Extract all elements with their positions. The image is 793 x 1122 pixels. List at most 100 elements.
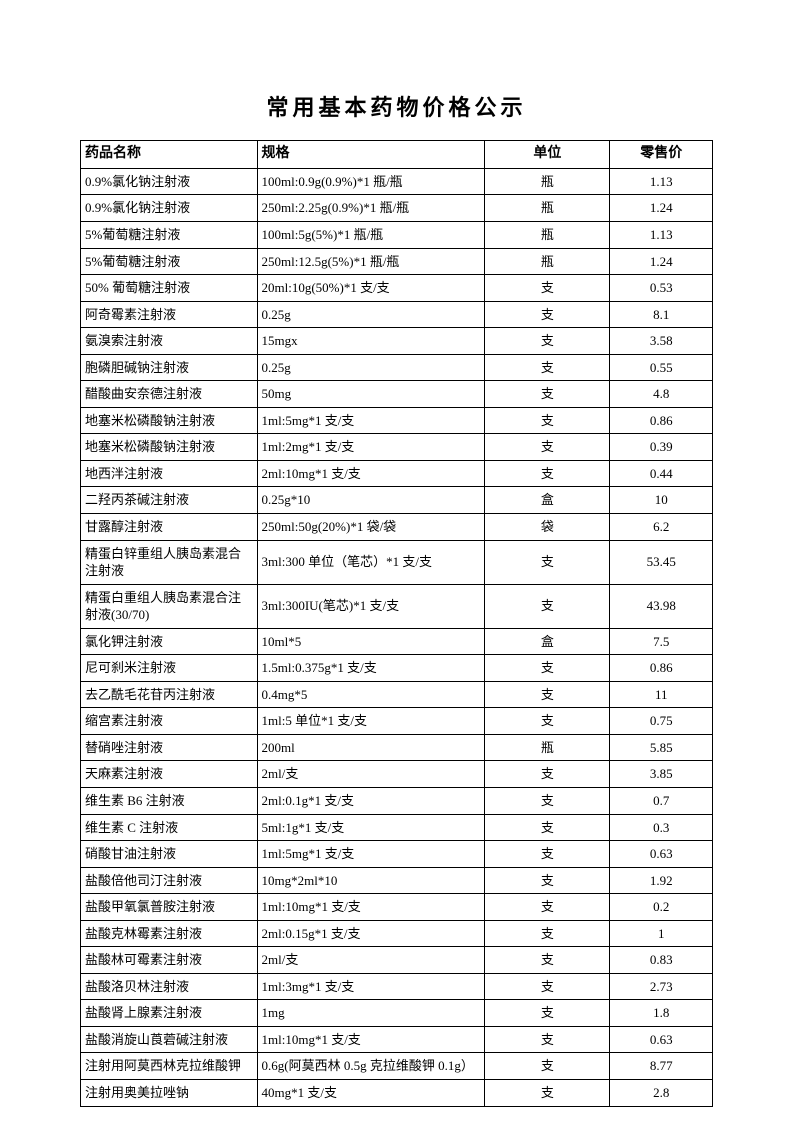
cell-price: 0.39	[610, 434, 713, 461]
cell-unit: 盒	[485, 628, 610, 655]
cell-name: 盐酸甲氧氯普胺注射液	[81, 894, 258, 921]
cell-name: 地塞米松磷酸钠注射液	[81, 434, 258, 461]
table-row: 地塞米松磷酸钠注射液1ml:2mg*1 支/支支0.39	[81, 434, 713, 461]
cell-spec: 3ml:300IU(笔芯)*1 支/支	[257, 584, 485, 628]
cell-unit: 支	[485, 584, 610, 628]
cell-unit: 瓶	[485, 221, 610, 248]
table-row: 盐酸克林霉素注射液2ml:0.15g*1 支/支支1	[81, 920, 713, 947]
cell-name: 盐酸倍他司汀注射液	[81, 867, 258, 894]
cell-name: 维生素 B6 注射液	[81, 788, 258, 815]
cell-name: 醋酸曲安奈德注射液	[81, 381, 258, 408]
cell-spec: 200ml	[257, 734, 485, 761]
cell-name: 维生素 C 注射液	[81, 814, 258, 841]
cell-name: 去乙酰毛花苷丙注射液	[81, 681, 258, 708]
table-row: 0.9%氯化钠注射液100ml:0.9g(0.9%)*1 瓶/瓶瓶1.13	[81, 168, 713, 195]
cell-price: 2.8	[610, 1080, 713, 1107]
cell-spec: 0.6g(阿莫西林 0.5g 克拉维酸钾 0.1g）	[257, 1053, 485, 1080]
cell-price: 1.13	[610, 221, 713, 248]
cell-price: 0.7	[610, 788, 713, 815]
cell-name: 0.9%氯化钠注射液	[81, 195, 258, 222]
cell-price: 1.24	[610, 248, 713, 275]
cell-spec: 2ml:0.15g*1 支/支	[257, 920, 485, 947]
cell-price: 0.63	[610, 841, 713, 868]
table-row: 天麻素注射液2ml/支支3.85	[81, 761, 713, 788]
cell-name: 缩宫素注射液	[81, 708, 258, 735]
cell-price: 8.1	[610, 301, 713, 328]
cell-spec: 1ml:3mg*1 支/支	[257, 973, 485, 1000]
header-unit: 单位	[485, 141, 610, 169]
table-row: 精蛋白锌重组人胰岛素混合注射液3ml:300 单位（笔芯）*1 支/支支53.4…	[81, 540, 713, 584]
table-row: 盐酸洛贝林注射液1ml:3mg*1 支/支支2.73	[81, 973, 713, 1000]
table-row: 盐酸甲氧氯普胺注射液1ml:10mg*1 支/支支0.2	[81, 894, 713, 921]
table-row: 5%葡萄糖注射液250ml:12.5g(5%)*1 瓶/瓶瓶1.24	[81, 248, 713, 275]
cell-unit: 瓶	[485, 195, 610, 222]
table-row: 去乙酰毛花苷丙注射液0.4mg*5支11	[81, 681, 713, 708]
cell-unit: 瓶	[485, 248, 610, 275]
table-row: 0.9%氯化钠注射液250ml:2.25g(0.9%)*1 瓶/瓶瓶1.24	[81, 195, 713, 222]
cell-unit: 支	[485, 301, 610, 328]
cell-price: 1.92	[610, 867, 713, 894]
cell-unit: 支	[485, 540, 610, 584]
cell-spec: 100ml:5g(5%)*1 瓶/瓶	[257, 221, 485, 248]
cell-spec: 3ml:300 单位（笔芯）*1 支/支	[257, 540, 485, 584]
cell-name: 硝酸甘油注射液	[81, 841, 258, 868]
cell-name: 甘露醇注射液	[81, 514, 258, 541]
cell-unit: 支	[485, 867, 610, 894]
table-row: 醋酸曲安奈德注射液50mg支4.8	[81, 381, 713, 408]
cell-unit: 支	[485, 920, 610, 947]
cell-name: 0.9%氯化钠注射液	[81, 168, 258, 195]
table-row: 盐酸肾上腺素注射液1mg支1.8	[81, 1000, 713, 1027]
cell-unit: 支	[485, 814, 610, 841]
table-body: 0.9%氯化钠注射液100ml:0.9g(0.9%)*1 瓶/瓶瓶1.130.9…	[81, 168, 713, 1106]
cell-spec: 0.25g*10	[257, 487, 485, 514]
cell-spec: 15mgx	[257, 328, 485, 355]
table-row: 缩宫素注射液1ml:5 单位*1 支/支支0.75	[81, 708, 713, 735]
cell-unit: 支	[485, 1026, 610, 1053]
cell-unit: 袋	[485, 514, 610, 541]
price-table: 药品名称 规格 单位 零售价 0.9%氯化钠注射液100ml:0.9g(0.9%…	[80, 140, 713, 1107]
cell-name: 盐酸洛贝林注射液	[81, 973, 258, 1000]
cell-spec: 10ml*5	[257, 628, 485, 655]
cell-spec: 100ml:0.9g(0.9%)*1 瓶/瓶	[257, 168, 485, 195]
table-row: 盐酸倍他司汀注射液10mg*2ml*10支1.92	[81, 867, 713, 894]
cell-unit: 支	[485, 381, 610, 408]
cell-name: 盐酸林可霉素注射液	[81, 947, 258, 974]
cell-spec: 2ml:10mg*1 支/支	[257, 460, 485, 487]
cell-price: 0.83	[610, 947, 713, 974]
table-row: 盐酸消旋山莨菪碱注射液1ml:10mg*1 支/支支0.63	[81, 1026, 713, 1053]
cell-unit: 支	[485, 973, 610, 1000]
cell-price: 0.3	[610, 814, 713, 841]
cell-unit: 支	[485, 1000, 610, 1027]
cell-name: 5%葡萄糖注射液	[81, 221, 258, 248]
cell-unit: 支	[485, 788, 610, 815]
cell-name: 天麻素注射液	[81, 761, 258, 788]
table-row: 注射用奥美拉唑钠40mg*1 支/支支2.8	[81, 1080, 713, 1107]
cell-price: 2.73	[610, 973, 713, 1000]
cell-name: 氨溴索注射液	[81, 328, 258, 355]
table-row: 二羟丙茶碱注射液0.25g*10盒10	[81, 487, 713, 514]
cell-price: 3.85	[610, 761, 713, 788]
cell-spec: 10mg*2ml*10	[257, 867, 485, 894]
cell-name: 阿奇霉素注射液	[81, 301, 258, 328]
cell-spec: 1ml:10mg*1 支/支	[257, 894, 485, 921]
cell-name: 盐酸肾上腺素注射液	[81, 1000, 258, 1027]
cell-spec: 1ml:5 单位*1 支/支	[257, 708, 485, 735]
cell-unit: 支	[485, 328, 610, 355]
table-row: 尼可刹米注射液1.5ml:0.375g*1 支/支支0.86	[81, 655, 713, 682]
table-row: 氯化钾注射液10ml*5盒7.5	[81, 628, 713, 655]
header-name: 药品名称	[81, 141, 258, 169]
cell-spec: 2ml/支	[257, 761, 485, 788]
cell-price: 0.53	[610, 275, 713, 302]
cell-name: 胞磷胆碱钠注射液	[81, 354, 258, 381]
cell-price: 1.24	[610, 195, 713, 222]
cell-price: 11	[610, 681, 713, 708]
cell-spec: 0.4mg*5	[257, 681, 485, 708]
cell-unit: 支	[485, 708, 610, 735]
cell-price: 1.8	[610, 1000, 713, 1027]
cell-spec: 1ml:10mg*1 支/支	[257, 1026, 485, 1053]
table-row: 甘露醇注射液250ml:50g(20%)*1 袋/袋袋6.2	[81, 514, 713, 541]
cell-name: 盐酸消旋山莨菪碱注射液	[81, 1026, 258, 1053]
cell-spec: 1ml:5mg*1 支/支	[257, 407, 485, 434]
cell-price: 1	[610, 920, 713, 947]
cell-spec: 2ml/支	[257, 947, 485, 974]
